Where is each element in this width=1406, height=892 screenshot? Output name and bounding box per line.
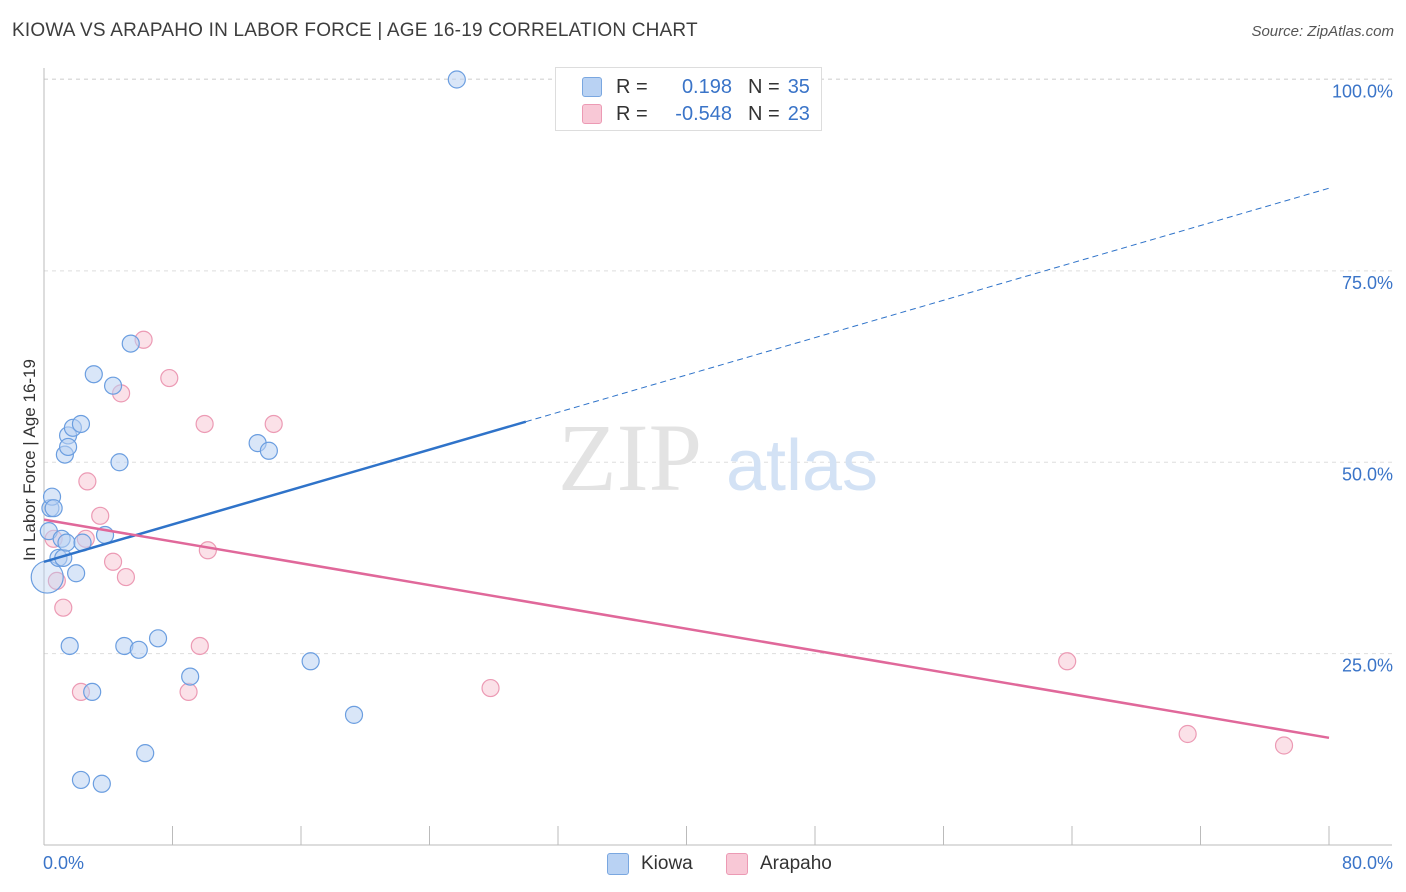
- kiowa-trend-line: [43, 420, 527, 563]
- arapaho-points: [44, 330, 1294, 755]
- bottom-legend-arapaho: Arapaho: [726, 851, 832, 877]
- kiowa-point: [84, 365, 103, 384]
- chart-title: KIOWA VS ARAPAHO IN LABOR FORCE | AGE 16…: [12, 20, 698, 41]
- n-label: N =: [748, 102, 780, 125]
- kiowa-swatch: [582, 77, 602, 97]
- trend-lines: [43, 187, 1330, 740]
- arapaho-swatch: [582, 104, 602, 124]
- tick-labels: 25.0% 50.0% 75.0% 100.0% 0.0% 80.0%: [43, 82, 1393, 874]
- stats-legend: R = 0.198 N = 35 R = -0.548 N = 23: [555, 67, 822, 131]
- y-tick-label: 25.0%: [1342, 656, 1393, 676]
- kiowa-point: [148, 629, 168, 648]
- kiowa-legend-swatch: [607, 853, 629, 875]
- kiowa-point: [344, 705, 364, 724]
- arapaho-point: [198, 541, 217, 560]
- watermark-zip: ZIP: [558, 404, 702, 511]
- watermark: ZIP atlas: [558, 404, 878, 511]
- arapaho-point: [1058, 652, 1077, 671]
- legend-row-kiowa: R = 0.198 N = 35: [582, 73, 810, 101]
- r-label: R =: [616, 102, 648, 125]
- legend-row-arapaho: R = -0.548 N = 23: [582, 100, 810, 128]
- kiowa-point: [67, 564, 86, 583]
- y-tick-label: 100.0%: [1332, 82, 1393, 102]
- arapaho-point: [1274, 736, 1294, 755]
- x-tick-label-max: 80.0%: [1342, 853, 1393, 873]
- kiowa-point: [60, 636, 79, 656]
- kiowa-point: [136, 744, 155, 763]
- kiowa-point: [301, 652, 320, 671]
- kiowa-point: [58, 437, 78, 457]
- arapaho-point: [481, 678, 500, 698]
- arapaho-point: [78, 472, 97, 491]
- kiowa-point: [259, 441, 278, 460]
- kiowa-n-value: 35: [787, 75, 810, 98]
- arapaho-point: [54, 598, 73, 617]
- kiowa-point: [121, 334, 140, 353]
- arapaho-legend-swatch: [726, 853, 748, 875]
- kiowa-point: [57, 533, 76, 552]
- kiowa-point: [44, 499, 63, 518]
- arapaho-r-value: -0.548: [675, 102, 732, 125]
- kiowa-point: [83, 682, 102, 702]
- y-tick-label: 50.0%: [1342, 464, 1393, 484]
- kiowa-point: [447, 70, 466, 89]
- x-tick-label-min: 0.0%: [43, 853, 84, 873]
- n-label: N =: [748, 75, 780, 98]
- kiowa-point: [129, 640, 148, 659]
- arapaho-point: [103, 552, 123, 571]
- arapaho-point: [195, 414, 214, 434]
- bottom-legend-kiowa: Kiowa: [607, 851, 693, 877]
- arapaho-point: [1178, 724, 1197, 744]
- arapaho-trend-line: [43, 518, 1330, 740]
- kiowa-point: [181, 667, 200, 686]
- y-axis-title-text: In Labor Force | Age 16-19: [20, 359, 39, 561]
- kiowa-point: [71, 770, 91, 790]
- kiowa-point: [92, 774, 111, 793]
- arapaho-point: [116, 567, 136, 587]
- kiowa-legend-label: Kiowa: [641, 853, 693, 874]
- kiowa-points: [30, 70, 466, 793]
- arapaho-point: [179, 682, 198, 702]
- kiowa-trend-extension: [525, 187, 1330, 423]
- source-label: Source: ZipAtlas.com: [1251, 23, 1394, 40]
- kiowa-point: [71, 414, 91, 434]
- arapaho-point: [91, 506, 110, 525]
- arapaho-point: [190, 636, 209, 656]
- arapaho-point: [160, 368, 179, 388]
- arapaho-n-value: 23: [787, 102, 810, 125]
- y-tick-label: 75.0%: [1342, 273, 1393, 293]
- gridlines: [44, 78, 1392, 655]
- arapaho-point: [264, 414, 283, 434]
- arapaho-legend-label: Arapaho: [760, 853, 832, 874]
- kiowa-point: [103, 376, 123, 395]
- r-label: R =: [616, 75, 648, 98]
- axes: [43, 68, 1392, 846]
- watermark-atlas: atlas: [726, 426, 878, 506]
- kiowa-point: [110, 453, 129, 472]
- kiowa-r-value: 0.198: [681, 75, 732, 98]
